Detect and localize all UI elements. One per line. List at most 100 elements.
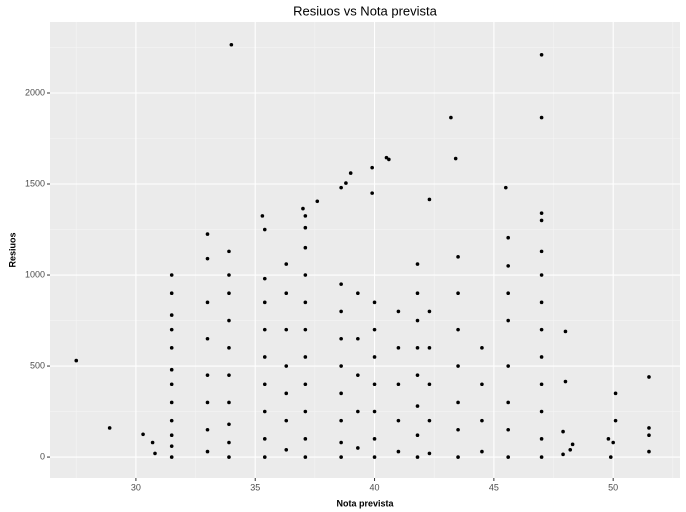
point <box>415 262 420 266</box>
point <box>205 449 210 454</box>
point <box>356 409 360 414</box>
point <box>262 300 267 305</box>
point <box>427 197 432 202</box>
point <box>396 346 401 350</box>
point <box>539 218 544 223</box>
point <box>344 181 348 185</box>
y-tick-label: 1000 <box>25 269 45 279</box>
point <box>339 455 343 459</box>
x-tick-label: 50 <box>608 482 618 492</box>
point <box>169 433 174 438</box>
point <box>150 440 155 445</box>
point <box>169 346 174 350</box>
y-tick-label: 500 <box>30 360 45 370</box>
point <box>303 355 308 359</box>
point <box>303 225 308 230</box>
point <box>415 318 420 323</box>
point <box>262 327 267 332</box>
point <box>456 427 460 432</box>
point <box>339 364 343 368</box>
point <box>169 291 174 296</box>
point <box>356 291 360 296</box>
point <box>539 355 544 359</box>
point <box>205 336 210 341</box>
panel <box>50 22 680 478</box>
point <box>539 300 544 305</box>
point <box>303 455 308 459</box>
point <box>415 291 420 296</box>
point <box>284 391 289 396</box>
point <box>480 382 484 387</box>
point <box>262 409 267 414</box>
points <box>74 42 651 459</box>
point <box>372 455 377 459</box>
point <box>539 211 544 215</box>
point <box>396 449 401 454</box>
point <box>506 400 510 405</box>
point <box>415 346 420 350</box>
point <box>613 391 618 396</box>
point <box>427 346 432 350</box>
point <box>427 418 432 423</box>
point <box>647 375 651 379</box>
point <box>456 291 460 296</box>
point <box>570 442 575 447</box>
point <box>480 346 484 350</box>
point <box>227 440 231 445</box>
point <box>227 249 231 254</box>
point <box>506 291 510 296</box>
point <box>613 418 618 423</box>
point <box>74 358 79 363</box>
point <box>539 52 544 57</box>
point <box>169 418 174 423</box>
point <box>456 327 460 332</box>
point <box>169 400 174 405</box>
point <box>396 382 401 387</box>
point <box>284 291 289 296</box>
y-tick-label: 2000 <box>25 87 45 97</box>
point <box>205 232 210 236</box>
point <box>169 367 174 372</box>
point <box>415 373 420 377</box>
point <box>539 273 544 277</box>
point <box>453 156 458 161</box>
point <box>506 427 510 432</box>
point <box>169 313 174 317</box>
point <box>561 452 565 457</box>
x-tick-label: 40 <box>370 482 380 492</box>
point <box>227 455 231 459</box>
point <box>506 264 510 268</box>
point <box>449 115 453 120</box>
x-tick-label: 35 <box>250 482 260 492</box>
point <box>356 336 360 341</box>
point <box>539 409 544 414</box>
point <box>339 440 343 445</box>
point <box>169 327 174 332</box>
point <box>568 447 573 452</box>
point <box>506 318 510 323</box>
point <box>339 282 343 286</box>
point <box>303 382 308 387</box>
y-tick-label: 0 <box>40 451 45 461</box>
point <box>370 191 374 195</box>
point <box>229 42 234 47</box>
point <box>262 437 267 441</box>
point <box>339 418 343 423</box>
point <box>262 455 267 459</box>
point <box>153 451 157 456</box>
point <box>427 382 432 387</box>
point <box>372 355 377 359</box>
x-axis-title: Nota prevista <box>336 498 394 508</box>
point <box>370 165 374 170</box>
point <box>284 327 289 332</box>
point <box>647 433 651 438</box>
point <box>427 309 432 314</box>
point <box>539 327 544 332</box>
point <box>303 300 308 305</box>
point <box>303 437 308 441</box>
point <box>372 327 377 332</box>
point <box>606 437 611 441</box>
point <box>608 455 613 459</box>
point <box>348 171 353 175</box>
point <box>503 185 508 190</box>
